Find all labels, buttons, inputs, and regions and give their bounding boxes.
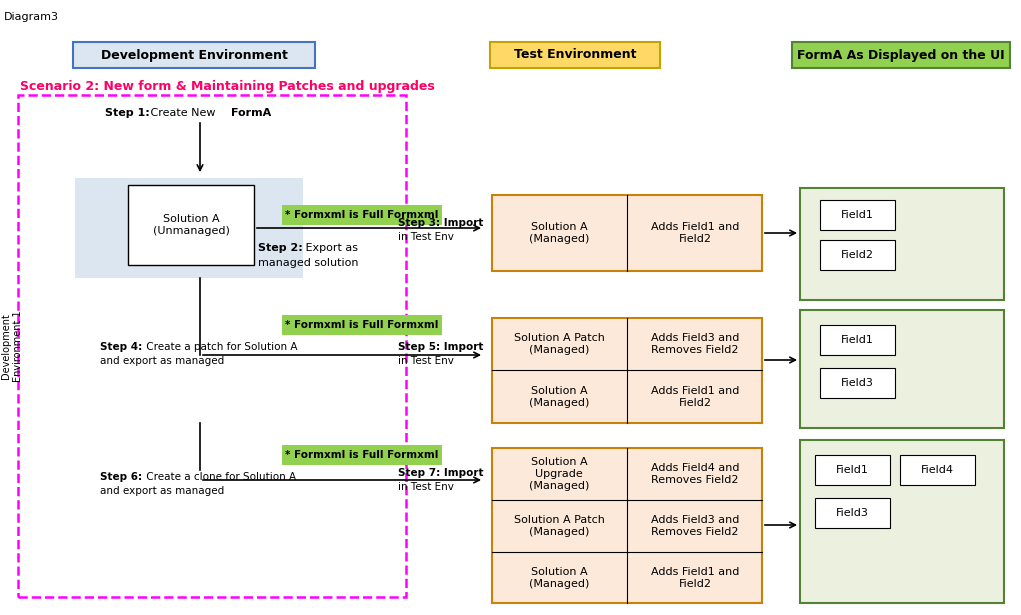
Text: Field1: Field1 (835, 465, 869, 475)
FancyBboxPatch shape (815, 455, 890, 485)
FancyBboxPatch shape (800, 310, 1004, 428)
Text: Adds Field1 and
Field2: Adds Field1 and Field2 (650, 222, 739, 244)
FancyBboxPatch shape (900, 455, 975, 485)
Text: Solution A
(Managed): Solution A (Managed) (529, 222, 589, 244)
FancyBboxPatch shape (820, 240, 895, 270)
FancyBboxPatch shape (820, 325, 895, 355)
Text: Adds Field3 and
Removes Field2: Adds Field3 and Removes Field2 (650, 515, 739, 537)
Text: Solution A Patch
(Managed): Solution A Patch (Managed) (514, 333, 604, 355)
Text: Step 2:: Step 2: (258, 243, 303, 253)
Text: managed solution: managed solution (258, 258, 358, 268)
Text: Diagram3: Diagram3 (4, 12, 59, 22)
Text: Field3: Field3 (835, 508, 869, 518)
Text: FormA: FormA (231, 108, 272, 118)
FancyBboxPatch shape (128, 185, 254, 265)
Text: Step 5: Import: Step 5: Import (398, 342, 483, 352)
FancyBboxPatch shape (282, 445, 442, 465)
Text: Step 6:: Step 6: (100, 472, 142, 482)
Text: Step 4:: Step 4: (100, 342, 142, 352)
FancyBboxPatch shape (820, 368, 895, 398)
FancyBboxPatch shape (492, 448, 762, 603)
FancyBboxPatch shape (492, 318, 762, 423)
Text: Create New: Create New (147, 108, 218, 118)
FancyBboxPatch shape (75, 178, 303, 278)
Text: Scenario 2: New form & Maintaining Patches and upgrades: Scenario 2: New form & Maintaining Patch… (20, 80, 435, 93)
Text: Adds Field1 and
Field2: Adds Field1 and Field2 (650, 567, 739, 589)
Text: Field2: Field2 (840, 250, 874, 260)
FancyBboxPatch shape (490, 42, 660, 68)
FancyBboxPatch shape (282, 315, 442, 335)
Text: and export as managed: and export as managed (100, 486, 225, 496)
Text: Adds Field4 and
Removes Field2: Adds Field4 and Removes Field2 (650, 463, 739, 485)
Text: Solution A
(Managed): Solution A (Managed) (529, 567, 589, 589)
Text: Step 1:: Step 1: (105, 108, 150, 118)
Text: Field1: Field1 (840, 210, 873, 220)
Text: Adds Field3 and
Removes Field2: Adds Field3 and Removes Field2 (650, 333, 739, 355)
Text: Create a patch for Solution A: Create a patch for Solution A (143, 342, 297, 352)
Text: Step 3: Import: Step 3: Import (398, 218, 483, 228)
Text: Field4: Field4 (921, 465, 954, 475)
Text: Export as: Export as (302, 243, 358, 253)
FancyBboxPatch shape (800, 188, 1004, 300)
Text: and export as managed: and export as managed (100, 356, 225, 366)
Text: Solution A
Upgrade
(Managed): Solution A Upgrade (Managed) (529, 458, 589, 491)
FancyBboxPatch shape (492, 195, 762, 271)
FancyBboxPatch shape (820, 200, 895, 230)
Text: in Test Env: in Test Env (398, 356, 454, 366)
Text: * Formxml is Full Formxml: * Formxml is Full Formxml (285, 450, 439, 460)
Text: Field3: Field3 (840, 378, 873, 388)
Text: FormA As Displayed on the UI: FormA As Displayed on the UI (797, 49, 1005, 62)
Text: Step 7: Import: Step 7: Import (398, 468, 484, 478)
FancyBboxPatch shape (815, 498, 890, 528)
FancyBboxPatch shape (72, 42, 315, 68)
Text: Solution A
(Unmanaged): Solution A (Unmanaged) (152, 214, 230, 236)
Text: Create a clone for Solution A: Create a clone for Solution A (143, 472, 296, 482)
Text: * Formxml is Full Formxml: * Formxml is Full Formxml (285, 320, 439, 330)
Text: Adds Field1 and
Field2: Adds Field1 and Field2 (650, 386, 739, 408)
Text: Development Environment: Development Environment (100, 49, 288, 62)
Text: Test Environment: Test Environment (514, 49, 636, 62)
Text: in Test Env: in Test Env (398, 482, 454, 492)
FancyBboxPatch shape (792, 42, 1010, 68)
Text: Development
Environment 1: Development Environment 1 (1, 310, 22, 382)
Text: Solution A
(Managed): Solution A (Managed) (529, 386, 589, 408)
Text: * Formxml is Full Formxml: * Formxml is Full Formxml (285, 210, 439, 220)
FancyBboxPatch shape (282, 205, 442, 225)
FancyBboxPatch shape (800, 440, 1004, 603)
Text: in Test Env: in Test Env (398, 232, 454, 242)
Text: Solution A Patch
(Managed): Solution A Patch (Managed) (514, 515, 604, 537)
Text: Field1: Field1 (840, 335, 873, 345)
